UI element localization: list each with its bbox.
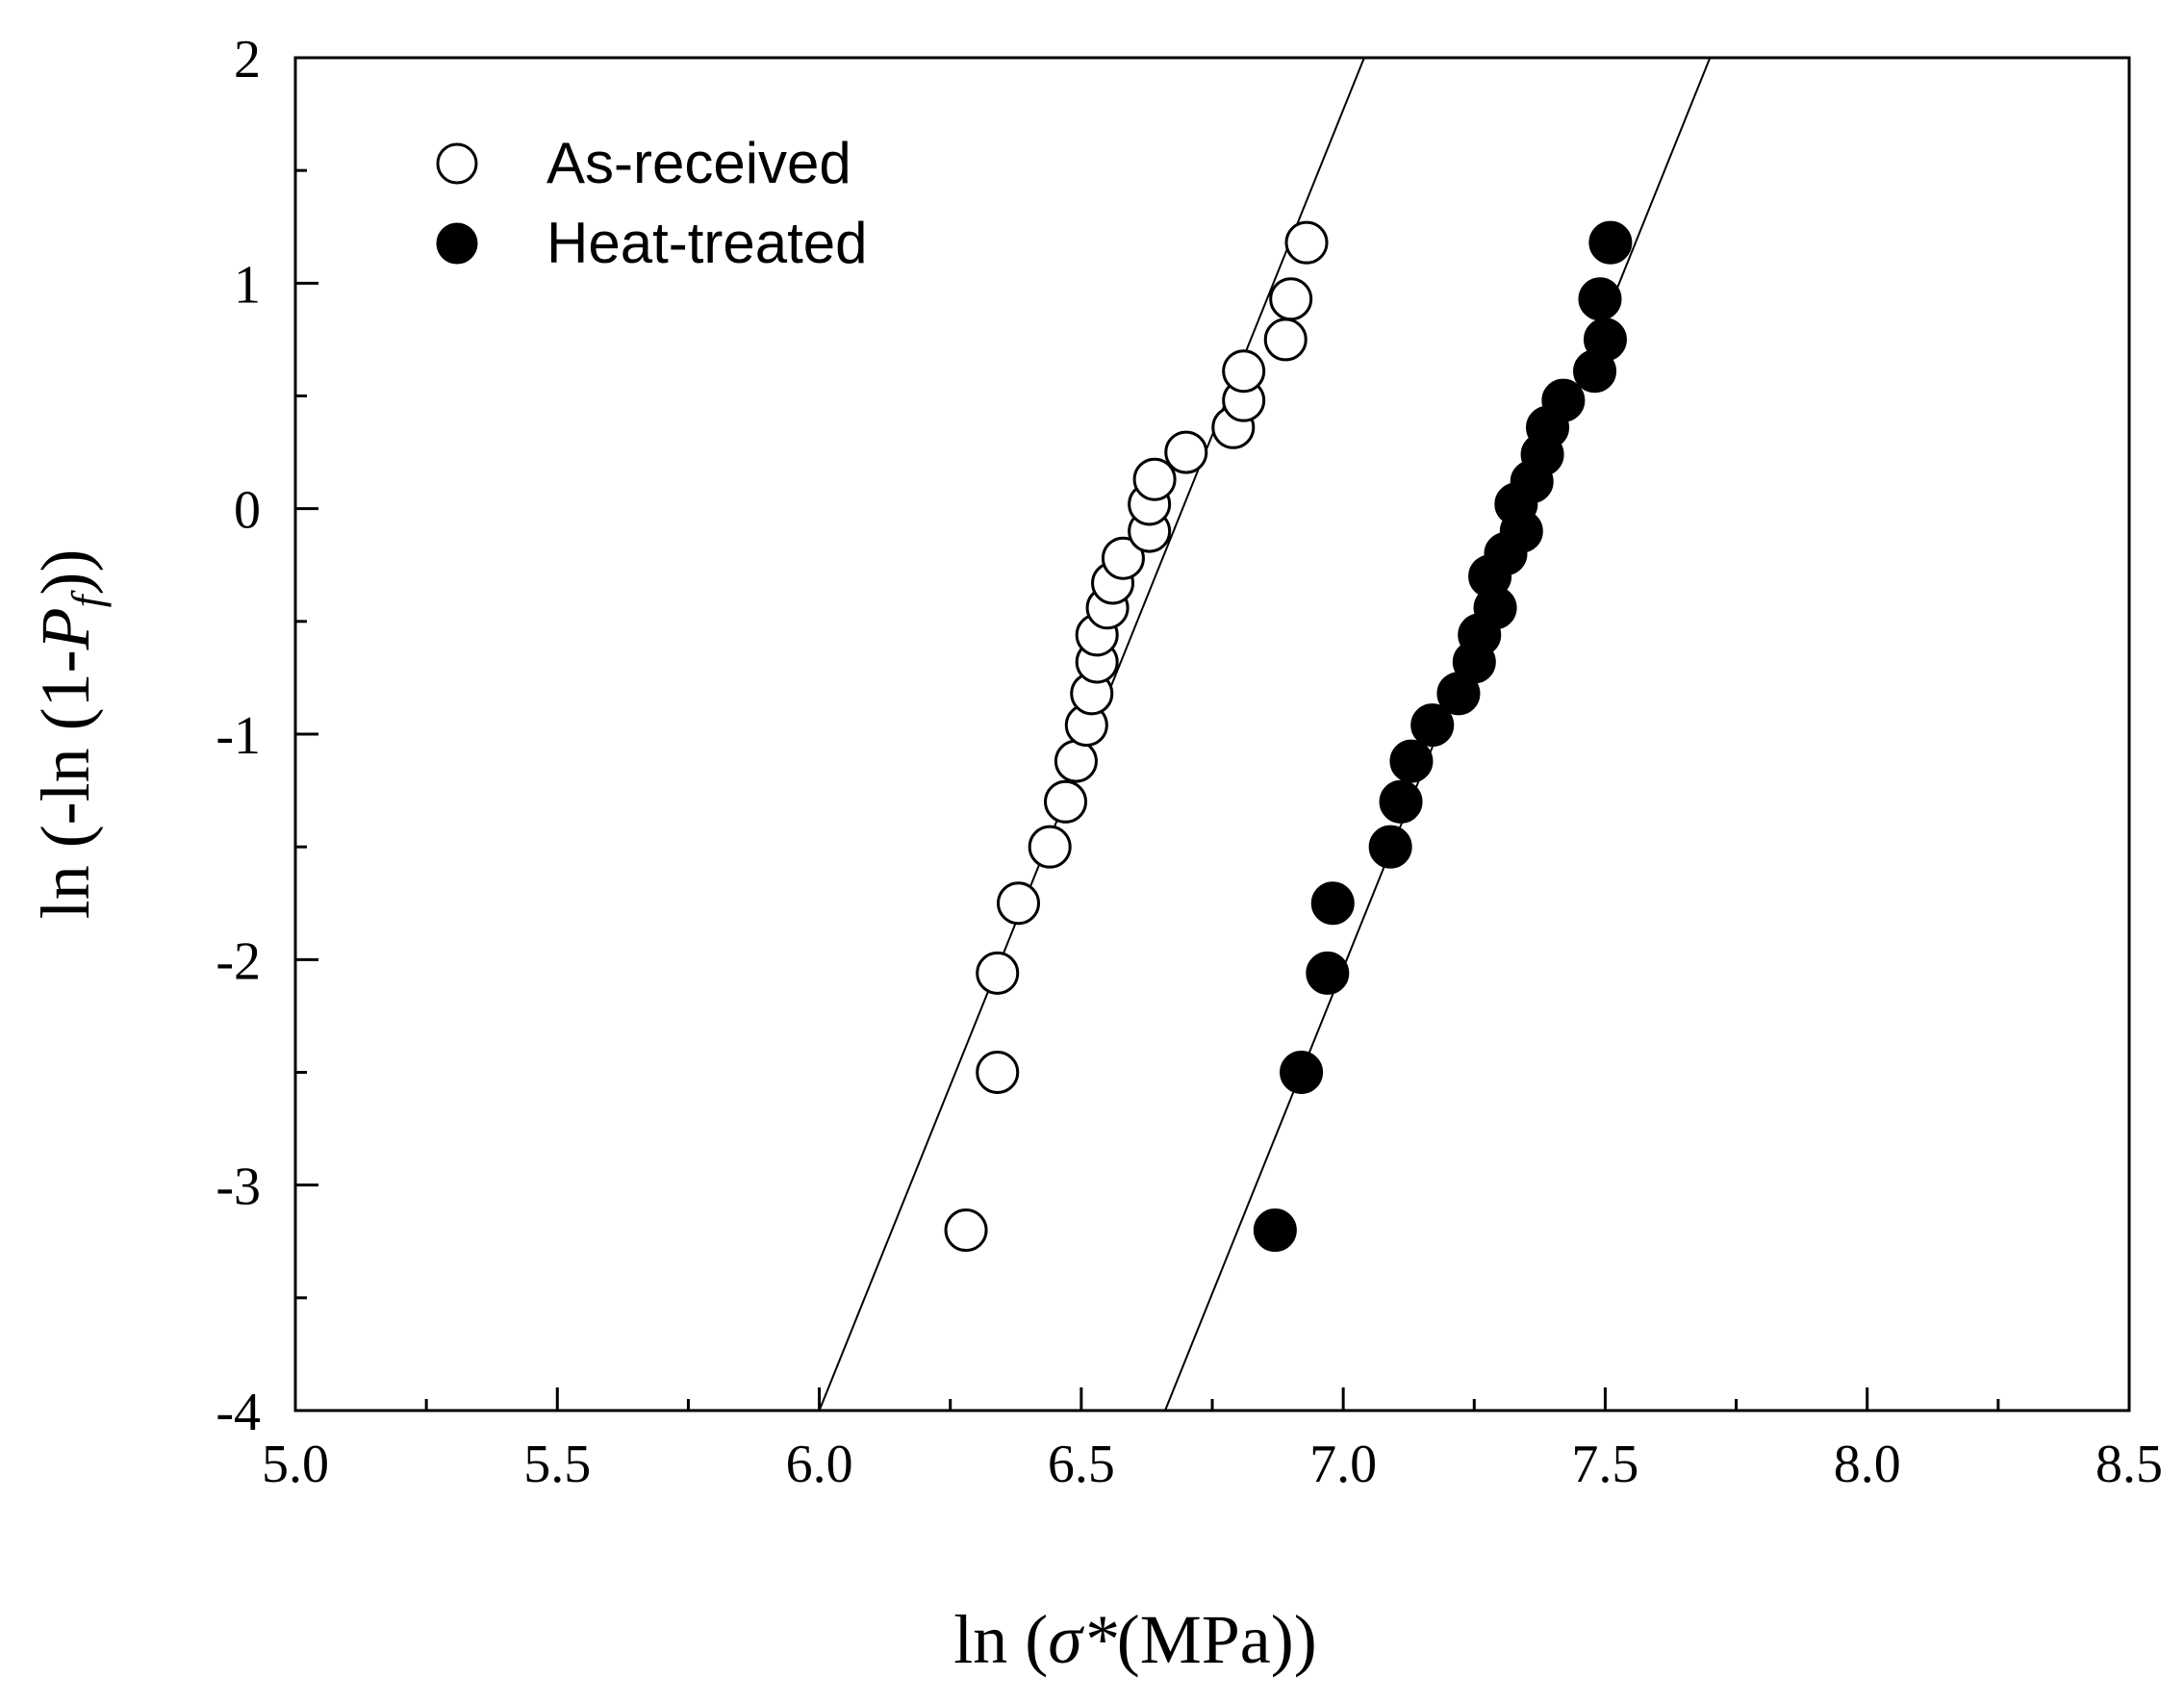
y-tick-label: 1 — [234, 255, 261, 315]
y-tick-label: -1 — [216, 706, 261, 766]
x-axis-title: ln (σ*(MPa)) — [953, 1601, 1316, 1678]
y-tick-label: -3 — [216, 1157, 261, 1217]
x-axis-title-post: (MPa)) — [1117, 1601, 1317, 1678]
x-axis-title-pre: ln ( — [953, 1601, 1048, 1678]
legend-label-as-received: As-received — [546, 131, 851, 195]
axis-ticks — [293, 56, 2131, 1412]
x-tick-label: 6.5 — [1048, 1435, 1115, 1494]
point-as-received — [976, 951, 1020, 995]
point-as-received — [1164, 430, 1208, 474]
point-as-received — [944, 1208, 988, 1253]
fit-lines — [818, 57, 1712, 1412]
x-tick-label: 8.0 — [1834, 1435, 1901, 1494]
legend-marker-as-received — [436, 142, 478, 185]
point-as-received — [1284, 220, 1329, 265]
point-heat-treated — [1253, 1208, 1297, 1253]
point-as-received — [1054, 739, 1098, 783]
x-tick-label: 7.5 — [1571, 1435, 1638, 1494]
legend-label-heat-treated: Heat-treated — [546, 211, 868, 275]
x-axis-title-symbol: σ* — [1048, 1601, 1117, 1678]
y-tick-label: 0 — [234, 481, 261, 541]
point-as-received — [997, 881, 1041, 926]
point-heat-treated — [1588, 220, 1633, 265]
x-tick-label: 6.0 — [786, 1435, 853, 1494]
x-tick-label: 5.5 — [523, 1435, 591, 1494]
legend-marker-heat-treated — [436, 222, 478, 265]
point-as-received — [976, 1051, 1020, 1094]
tick-labels: 5.0 5.5 6.0 6.5 7.0 7.5 8.0 8.5 -4 -3 -2 -1 0 1 2 — [216, 30, 2163, 1494]
point-as-received — [1132, 457, 1177, 501]
y-axis-title-symbol: P — [27, 607, 104, 650]
x-tick-label: 7.0 — [1309, 1435, 1377, 1494]
point-heat-treated — [1379, 779, 1423, 824]
point-as-received — [1263, 318, 1308, 362]
point-as-received — [1044, 779, 1088, 824]
point-heat-treated — [1541, 378, 1586, 422]
y-tick-label: -4 — [216, 1383, 261, 1442]
point-as-received — [1222, 349, 1266, 394]
point-heat-treated — [1583, 318, 1627, 362]
x-tick-label: 5.0 — [262, 1435, 329, 1494]
y-axis-title: ln (-ln (1-Pf)) — [27, 549, 112, 920]
point-as-received — [1028, 825, 1072, 869]
y-tick-label: 2 — [234, 30, 261, 89]
point-heat-treated — [1389, 739, 1434, 783]
point-heat-treated — [1578, 277, 1622, 321]
y-tick-label: -2 — [216, 931, 261, 991]
point-heat-treated — [1410, 703, 1455, 748]
x-tick-label: 8.5 — [2095, 1435, 2163, 1494]
point-heat-treated — [1368, 825, 1412, 869]
data-points — [944, 220, 1633, 1253]
point-heat-treated — [1306, 951, 1350, 995]
point-heat-treated — [1280, 1051, 1324, 1094]
point-heat-treated — [1310, 881, 1355, 926]
legend: As-received Heat-treated — [436, 131, 868, 275]
y-axis-title-post: )) — [27, 549, 104, 596]
point-as-received — [1269, 277, 1313, 321]
y-axis-title-pre: ln (-ln (1- — [27, 649, 104, 919]
point-as-received — [1101, 536, 1145, 580]
